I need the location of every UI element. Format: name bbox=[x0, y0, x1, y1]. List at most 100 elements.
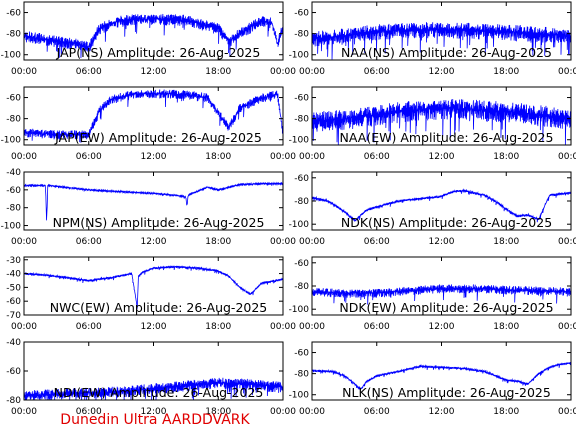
amplitude-panel-8: 00:00 06:00 12:00 18:00 00:00 -60 -80 -100 NDK(E… bbox=[289, 256, 576, 332]
amplitude-trace bbox=[24, 265, 283, 309]
y-tick-label: -60 bbox=[294, 9, 309, 19]
x-tick-label: 18:00 bbox=[493, 152, 519, 162]
amplitude-panel-5: 00:00 06:00 12:00 18:00 00:00 -40 -60 -80 -100 NP… bbox=[1, 168, 297, 247]
y-tick-label: -80 bbox=[6, 204, 21, 214]
y-tick-label: -80 bbox=[6, 396, 21, 406]
x-tick-label: 06:00 bbox=[364, 322, 390, 332]
x-tick-label: 18:00 bbox=[205, 407, 231, 417]
x-tick-label: 12:00 bbox=[429, 407, 455, 417]
x-tick-label: 00:00 bbox=[558, 237, 576, 247]
amplitude-trace bbox=[24, 181, 283, 221]
y-tick-label: -40 bbox=[6, 338, 21, 348]
x-tick-label: 12:00 bbox=[141, 152, 167, 162]
x-tick-label: 18:00 bbox=[205, 152, 231, 162]
y-tick-label: -50 bbox=[6, 283, 21, 293]
panel-title: NDI(EW) Amplitude: 26-Aug-2025 bbox=[54, 385, 264, 400]
amplitude-trace bbox=[312, 188, 571, 223]
x-tick-label: 00:00 bbox=[11, 407, 37, 417]
y-tick-label: -60 bbox=[294, 94, 309, 104]
panel-title: NLK(NS) Amplitude: 26-Aug-2025 bbox=[342, 385, 551, 400]
amplitude-panel-3: 00:00 06:00 12:00 18:00 00:00 -60 -80 -100 JAP(E… bbox=[1, 86, 296, 162]
amplitude-panel-10: 00:00 06:00 12:00 18:00 00:00 -60 -80 -100 NLK(N… bbox=[289, 341, 576, 417]
x-tick-label: 00:00 bbox=[299, 322, 325, 332]
x-tick-label: 12:00 bbox=[429, 237, 455, 247]
x-tick-label: 00:00 bbox=[299, 407, 325, 417]
amplitude-panel-7: 00:00 06:00 12:00 18:00 00:00 -30 -40 -50 -60 -70… bbox=[6, 256, 296, 332]
x-tick-label: 06:00 bbox=[76, 152, 102, 162]
x-tick-label: 00:00 bbox=[558, 152, 576, 162]
amplitude-trace bbox=[24, 89, 283, 145]
x-tick-label: 12:00 bbox=[141, 407, 167, 417]
amplitude-trace bbox=[312, 284, 571, 305]
amplitude-trace bbox=[24, 377, 283, 400]
panel-title: NDK(EW) Amplitude: 26-Aug-2025 bbox=[339, 300, 553, 315]
y-tick-label: -60 bbox=[294, 259, 309, 269]
x-tick-label: 18:00 bbox=[205, 322, 231, 332]
amplitude-trace bbox=[312, 99, 571, 145]
x-tick-label: 00:00 bbox=[270, 322, 296, 332]
y-tick-label: -100 bbox=[289, 51, 310, 61]
x-tick-label: 00:00 bbox=[270, 152, 296, 162]
amplitude-trace bbox=[24, 13, 283, 59]
x-tick-label: 06:00 bbox=[76, 237, 102, 247]
x-tick-label: 00:00 bbox=[558, 67, 576, 77]
y-tick-label: -60 bbox=[6, 297, 21, 307]
x-tick-label: 06:00 bbox=[364, 237, 390, 247]
y-tick-label: -60 bbox=[6, 367, 21, 377]
x-tick-label: 00:00 bbox=[299, 67, 325, 77]
y-tick-label: -60 bbox=[294, 349, 309, 359]
y-tick-label: -80 bbox=[294, 370, 309, 380]
x-tick-label: 00:00 bbox=[11, 152, 37, 162]
amplitude-panel-4: 00:00 06:00 12:00 18:00 00:00 -60 -80 -100 NAA(E… bbox=[289, 86, 576, 162]
x-tick-label: 12:00 bbox=[429, 67, 455, 77]
x-tick-label: 00:00 bbox=[11, 67, 37, 77]
x-tick-label: 00:00 bbox=[299, 152, 325, 162]
panel-title: NAA(EW) Amplitude: 26-Aug-2025 bbox=[340, 130, 554, 145]
amplitude-panel-6: 00:00 06:00 12:00 18:00 00:00 -60 -80 -100 NDK(N… bbox=[289, 171, 576, 247]
amplitude-trace bbox=[312, 22, 571, 60]
x-tick-label: 00:00 bbox=[11, 322, 37, 332]
y-tick-label: -100 bbox=[289, 220, 310, 230]
x-tick-label: 00:00 bbox=[270, 237, 296, 247]
y-tick-label: -100 bbox=[1, 51, 22, 61]
footer-station-label: Dunedin Ultra AARDDVARK bbox=[60, 412, 250, 428]
y-tick-label: -100 bbox=[289, 305, 310, 315]
x-tick-label: 12:00 bbox=[141, 322, 167, 332]
x-tick-label: 18:00 bbox=[205, 237, 231, 247]
y-tick-label: -60 bbox=[6, 9, 21, 19]
amplitude-panel-9: 00:00 06:00 12:00 18:00 00:00 -40 -60 -80 NDI(EW… bbox=[6, 338, 296, 417]
panel-title: NAA(NS) Amplitude: 26-Aug-2025 bbox=[341, 45, 552, 60]
y-tick-label: -60 bbox=[6, 94, 21, 104]
amplitude-panel-1: 00:00 06:00 12:00 18:00 00:00 -60 -80 -100 JAP(N… bbox=[1, 1, 296, 77]
x-tick-label: 06:00 bbox=[364, 407, 390, 417]
x-tick-label: 00:00 bbox=[270, 407, 296, 417]
x-tick-label: 12:00 bbox=[141, 237, 167, 247]
amplitude-panel-2: 00:00 06:00 12:00 18:00 00:00 -60 -80 -100 NAA(N… bbox=[289, 1, 576, 77]
x-tick-label: 18:00 bbox=[493, 237, 519, 247]
x-tick-label: 00:00 bbox=[558, 407, 576, 417]
y-tick-label: -80 bbox=[6, 30, 21, 40]
y-tick-label: -80 bbox=[294, 115, 309, 125]
panel-title: JAP(NS) Amplitude: 26-Aug-2025 bbox=[56, 45, 261, 60]
panel-title: NWC(EW) Amplitude: 26-Aug-2025 bbox=[50, 300, 268, 315]
x-tick-label: 00:00 bbox=[270, 67, 296, 77]
y-tick-label: -60 bbox=[294, 174, 309, 184]
x-tick-label: 00:00 bbox=[558, 322, 576, 332]
y-tick-label: -100 bbox=[1, 222, 22, 232]
x-tick-label: 18:00 bbox=[205, 67, 231, 77]
panel-title: NPM(NS) Amplitude: 26-Aug-2025 bbox=[53, 215, 265, 230]
panel-title: JAP(EW) Amplitude: 26-Aug-2025 bbox=[54, 130, 262, 145]
y-tick-label: -80 bbox=[294, 282, 309, 292]
y-tick-label: -100 bbox=[289, 136, 310, 146]
y-tick-label: -40 bbox=[6, 270, 21, 280]
y-tick-label: -80 bbox=[6, 115, 21, 125]
x-tick-label: 18:00 bbox=[493, 322, 519, 332]
x-tick-label: 12:00 bbox=[429, 152, 455, 162]
x-tick-label: 00:00 bbox=[11, 237, 37, 247]
y-tick-label: -80 bbox=[294, 197, 309, 207]
panel-title: NDK(NS) Amplitude: 26-Aug-2025 bbox=[341, 215, 552, 230]
x-tick-label: 06:00 bbox=[76, 322, 102, 332]
y-tick-label: -60 bbox=[6, 186, 21, 196]
